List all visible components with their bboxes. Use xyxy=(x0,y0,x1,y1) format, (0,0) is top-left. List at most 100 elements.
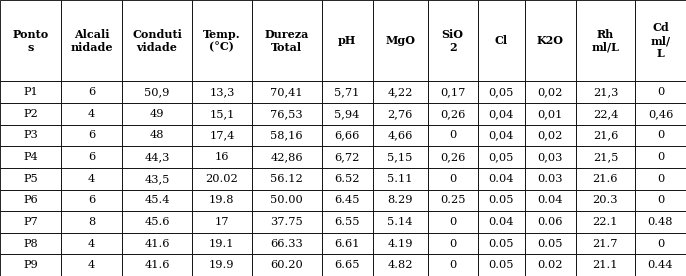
Bar xyxy=(61,190,122,211)
Text: 37.75: 37.75 xyxy=(270,217,303,227)
Text: 50.00: 50.00 xyxy=(270,195,303,205)
Text: 0.04: 0.04 xyxy=(538,195,563,205)
Text: 15,1: 15,1 xyxy=(209,109,235,119)
Text: Cl: Cl xyxy=(495,35,508,46)
Text: 5.11: 5.11 xyxy=(388,174,413,184)
Text: MgO: MgO xyxy=(385,35,415,46)
Text: 6: 6 xyxy=(88,195,95,205)
Text: P9: P9 xyxy=(23,260,38,270)
Bar xyxy=(322,168,372,190)
Bar xyxy=(322,233,372,254)
Text: 4.82: 4.82 xyxy=(388,260,413,270)
Text: 6: 6 xyxy=(88,131,95,140)
Bar xyxy=(252,125,322,146)
Text: 0: 0 xyxy=(449,174,456,184)
Text: 0,02: 0,02 xyxy=(538,131,563,140)
Bar xyxy=(576,254,635,276)
Text: 17: 17 xyxy=(215,217,229,227)
Text: 0,17: 0,17 xyxy=(440,87,465,97)
Text: P3: P3 xyxy=(23,131,38,140)
Text: 6.52: 6.52 xyxy=(334,174,359,184)
Text: Alcali
nidade: Alcali nidade xyxy=(71,29,113,53)
Text: 42,86: 42,86 xyxy=(270,152,303,162)
Text: 44,3: 44,3 xyxy=(145,152,170,162)
Text: 0.02: 0.02 xyxy=(538,260,563,270)
Bar xyxy=(252,190,322,211)
Text: 0: 0 xyxy=(449,260,456,270)
Text: 20.3: 20.3 xyxy=(593,195,618,205)
Text: 0: 0 xyxy=(449,131,456,140)
Bar xyxy=(0,254,61,276)
Bar xyxy=(372,190,427,211)
Bar xyxy=(525,211,576,233)
Bar xyxy=(322,125,372,146)
Bar xyxy=(192,254,252,276)
Bar xyxy=(61,125,122,146)
Text: P4: P4 xyxy=(23,152,38,162)
Bar xyxy=(478,211,525,233)
Text: 0.25: 0.25 xyxy=(440,195,466,205)
Text: 70,41: 70,41 xyxy=(270,87,303,97)
Text: 0: 0 xyxy=(657,87,664,97)
Text: 58,16: 58,16 xyxy=(270,131,303,140)
Text: 66.33: 66.33 xyxy=(270,238,303,249)
Bar xyxy=(372,103,427,125)
Text: 0,02: 0,02 xyxy=(538,87,563,97)
Bar xyxy=(322,103,372,125)
Text: 4,66: 4,66 xyxy=(388,131,413,140)
Bar xyxy=(122,254,192,276)
Text: 0.03: 0.03 xyxy=(538,174,563,184)
Bar xyxy=(0,146,61,168)
Bar xyxy=(192,0,252,81)
Text: 6,72: 6,72 xyxy=(334,152,359,162)
Bar xyxy=(525,0,576,81)
Text: Temp.
(°C): Temp. (°C) xyxy=(203,29,241,53)
Bar xyxy=(122,211,192,233)
Bar xyxy=(322,81,372,103)
Bar xyxy=(192,190,252,211)
Text: 0.06: 0.06 xyxy=(538,217,563,227)
Bar xyxy=(427,254,478,276)
Text: 21,5: 21,5 xyxy=(593,152,618,162)
Text: Rh
ml/L: Rh ml/L xyxy=(591,29,619,53)
Text: 21.7: 21.7 xyxy=(593,238,618,249)
Text: 19.8: 19.8 xyxy=(209,195,235,205)
Bar xyxy=(322,211,372,233)
Text: 0,46: 0,46 xyxy=(648,109,673,119)
Text: 0: 0 xyxy=(657,131,664,140)
Text: 4,22: 4,22 xyxy=(388,87,413,97)
Text: pH: pH xyxy=(338,35,356,46)
Bar xyxy=(635,168,686,190)
Bar xyxy=(635,254,686,276)
Bar xyxy=(576,81,635,103)
Bar xyxy=(576,233,635,254)
Bar xyxy=(525,146,576,168)
Bar xyxy=(252,254,322,276)
Text: 41.6: 41.6 xyxy=(144,260,170,270)
Text: 21,3: 21,3 xyxy=(593,87,618,97)
Bar xyxy=(427,103,478,125)
Bar xyxy=(372,211,427,233)
Text: 2,76: 2,76 xyxy=(388,109,413,119)
Bar xyxy=(576,146,635,168)
Bar xyxy=(322,146,372,168)
Bar xyxy=(478,254,525,276)
Text: 0,26: 0,26 xyxy=(440,152,465,162)
Bar xyxy=(61,103,122,125)
Text: 16: 16 xyxy=(215,152,229,162)
Bar xyxy=(576,0,635,81)
Bar xyxy=(0,233,61,254)
Bar xyxy=(525,81,576,103)
Bar xyxy=(322,0,372,81)
Bar xyxy=(427,211,478,233)
Bar xyxy=(122,103,192,125)
Text: 6,66: 6,66 xyxy=(334,131,359,140)
Text: 0.05: 0.05 xyxy=(538,238,563,249)
Text: 56.12: 56.12 xyxy=(270,174,303,184)
Bar xyxy=(0,168,61,190)
Text: 4: 4 xyxy=(88,260,95,270)
Bar xyxy=(478,103,525,125)
Text: 4: 4 xyxy=(88,238,95,249)
Text: 8.29: 8.29 xyxy=(388,195,413,205)
Bar xyxy=(478,233,525,254)
